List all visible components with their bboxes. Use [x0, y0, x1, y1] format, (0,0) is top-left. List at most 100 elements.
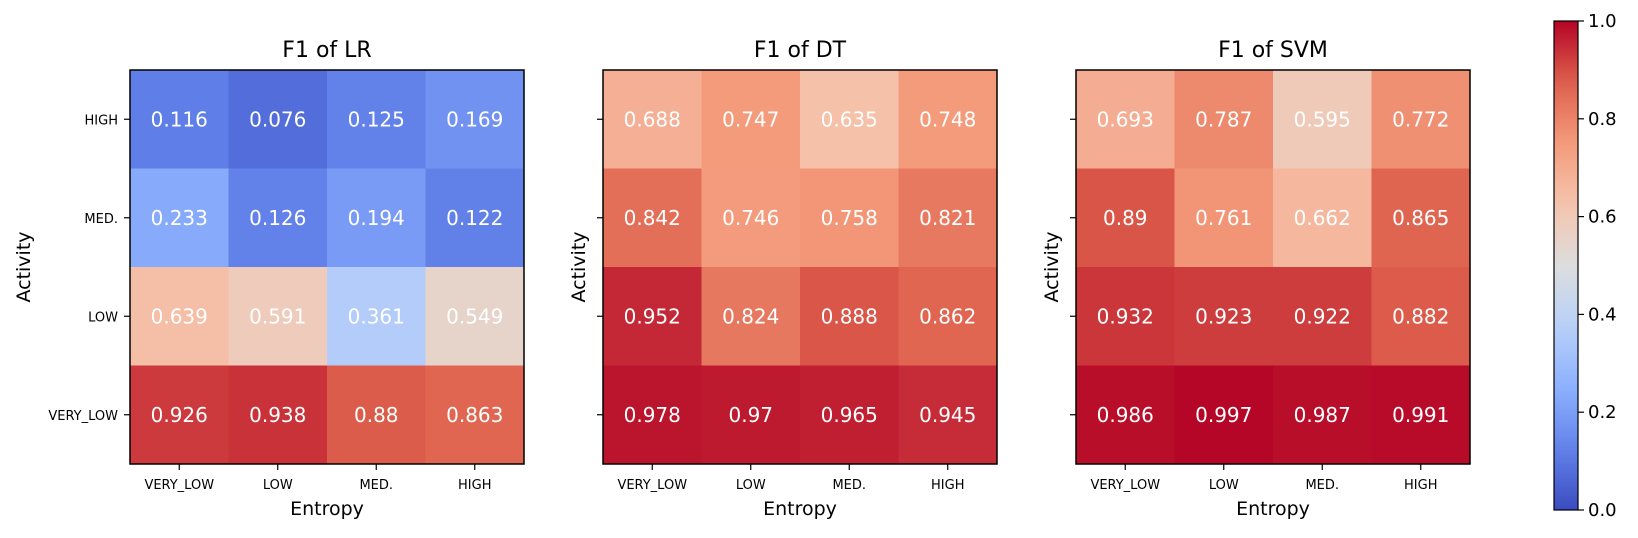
cell-value-label: 0.194 — [348, 206, 405, 230]
chart-title: F1 of SVM — [1218, 38, 1328, 63]
cell-value-label: 0.986 — [1097, 403, 1154, 427]
colorbar-tick-label: 0.6 — [1588, 207, 1617, 228]
heatmap-cell — [1371, 70, 1471, 169]
heatmap-cell — [425, 267, 525, 366]
heatmap-cell — [1076, 70, 1175, 169]
heatmap-cell — [603, 70, 702, 169]
heatmap-cell — [228, 168, 328, 268]
heatmap-cell — [1371, 267, 1471, 366]
colorbar-bar — [1553, 20, 1579, 511]
cell-value-label: 0.595 — [1294, 107, 1351, 131]
x-axis-label: Entropy — [1236, 498, 1310, 520]
heatmap-cell — [800, 168, 899, 268]
y-axis-label: Activity — [568, 231, 590, 302]
cell-value-label: 0.888 — [821, 304, 878, 328]
x-tick-label: LOW — [263, 478, 293, 493]
cell-value-label: 0.978 — [624, 403, 681, 427]
cell-value-label: 0.748 — [919, 107, 976, 131]
colorbar-tick-layer: 0.0 0.2 0.4 0.6 0.8 1.0 — [1578, 11, 1617, 521]
cell-value-label: 0.926 — [151, 403, 208, 427]
cell-value-label: 0.88 — [354, 403, 399, 427]
x-tick-layer: VERY_LOW LOW MED. HIGH — [1090, 464, 1437, 493]
heatmap-cell — [701, 267, 801, 366]
chart-title: F1 of DT — [754, 38, 847, 63]
cell-value-label: 0.89 — [1103, 206, 1148, 230]
cell-value-label: 0.169 — [446, 107, 503, 131]
cell-value-label: 0.746 — [722, 206, 779, 230]
colorbar-tick-label: 0.8 — [1588, 109, 1617, 130]
plot-frame — [1075, 69, 1471, 465]
cell-value-label: 0.076 — [249, 107, 306, 131]
heatmap-cell — [898, 168, 998, 268]
cell-value-label: 0.821 — [919, 206, 976, 230]
heatmap-cell — [1273, 168, 1372, 268]
cell-value-label: 0.693 — [1097, 107, 1154, 131]
heatmap-cell — [228, 267, 328, 366]
heatmap-cell — [130, 70, 229, 169]
x-tick-layer: VERY_LOW LOW MED. HIGH — [617, 464, 964, 493]
cell-value-label: 0.938 — [249, 403, 306, 427]
heatmap-cell — [130, 267, 229, 366]
colorbar-tick-label: 0.0 — [1588, 500, 1617, 521]
y-tick-label: MED. — [84, 212, 118, 227]
cell-value-label: 0.639 — [151, 304, 208, 328]
cell-value-label: 0.865 — [1392, 206, 1449, 230]
cell-value-label: 0.662 — [1294, 206, 1351, 230]
x-axis-label: Entropy — [763, 498, 837, 520]
cell-value-label: 0.758 — [821, 206, 878, 230]
heatmap-cell — [1174, 267, 1274, 366]
cell-layer — [603, 70, 998, 465]
heatmap-cell — [130, 168, 229, 268]
cell-value-label: 0.923 — [1195, 304, 1252, 328]
cell-value-label: 0.122 — [446, 206, 503, 230]
cell-value-label: 0.965 — [821, 403, 878, 427]
chart-title: F1 of LR — [282, 38, 371, 63]
heatmap-cell — [1273, 365, 1372, 465]
y-tick-layer: HIGH MED. LOW VERY_LOW — [48, 113, 130, 424]
x-tick-label: VERY_LOW — [144, 478, 214, 493]
y-tick-label: VERY_LOW — [48, 409, 118, 424]
cell-value-label: 0.126 — [249, 206, 306, 230]
x-tick-label: MED. — [832, 478, 866, 493]
heatmap-cell — [425, 365, 525, 465]
cell-value-label: 0.842 — [624, 206, 681, 230]
heatmap-cell — [1076, 168, 1175, 268]
x-tick-label: HIGH — [1404, 478, 1437, 493]
cell-value-label: 0.952 — [624, 304, 681, 328]
cell-value-label: 0.863 — [446, 403, 503, 427]
y-axis-label: Activity — [13, 231, 35, 302]
x-tick-label: HIGH — [458, 478, 491, 493]
cell-value-label: 0.549 — [446, 304, 503, 328]
heatmap-cell — [130, 365, 229, 465]
heatmap-cell — [800, 365, 899, 465]
heatmap-cell — [1076, 365, 1175, 465]
y-tick-layer — [1070, 118, 1076, 416]
heatmap-cell — [1174, 168, 1274, 268]
cell-layer — [130, 70, 525, 465]
value-label-layer: 0.693 0.787 0.595 0.772 0.89 0.761 0.662 0.865 0… — [1097, 107, 1450, 427]
cell-value-label: 0.635 — [821, 107, 878, 131]
cell-value-label: 0.233 — [151, 206, 208, 230]
cell-value-label: 0.97 — [728, 403, 773, 427]
cell-value-label: 0.688 — [624, 107, 681, 131]
value-label-layer: 0.688 0.747 0.635 0.748 0.842 0.746 0.758 0.821… — [624, 107, 977, 427]
heatmap-cell — [1273, 70, 1372, 169]
y-tick-layer — [597, 118, 603, 416]
cell-value-label: 0.987 — [1294, 403, 1351, 427]
cell-value-label: 0.945 — [919, 403, 976, 427]
heatmap-cell — [1273, 267, 1372, 366]
heatmap-cell — [327, 168, 426, 268]
heatmap-cell — [1174, 70, 1274, 169]
heatmap-cell — [1174, 365, 1274, 465]
x-axis-label: Entropy — [290, 498, 364, 520]
cell-value-label: 0.882 — [1392, 304, 1449, 328]
heatmap-cell — [701, 70, 801, 169]
cell-layer — [1076, 70, 1471, 465]
colorbar-tick-label: 0.4 — [1588, 304, 1617, 325]
cell-value-label: 0.862 — [919, 304, 976, 328]
heatmap-cell — [425, 168, 525, 268]
plot-frame — [602, 69, 998, 465]
heatmap-cell — [603, 267, 702, 366]
